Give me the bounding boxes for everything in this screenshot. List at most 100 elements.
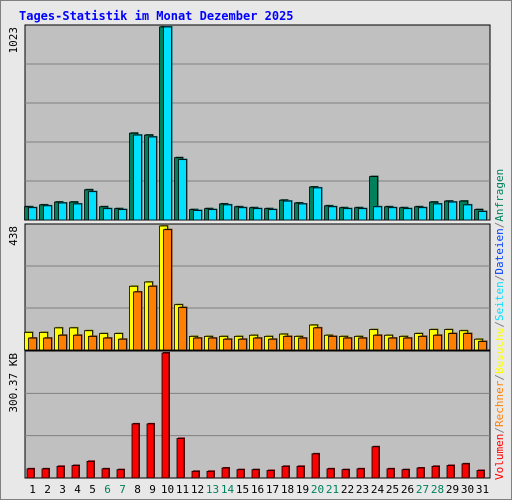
bar-seiten-day-12 (193, 210, 202, 221)
bar-rechner-day-15 (238, 338, 247, 351)
legend-dateien: Dateien (493, 228, 506, 274)
bar-volumen-day-30 (461, 463, 470, 479)
bar-volumen-day-12 (191, 470, 200, 479)
bar-seiten-day-21 (328, 206, 337, 221)
x-tick-label: 14 (221, 483, 235, 496)
bar-volumen-day-20 (311, 453, 320, 479)
bar-seiten-day-29 (448, 201, 457, 221)
y-axis-max-label: 438 (7, 226, 20, 246)
x-tick-label: 19 (296, 483, 309, 496)
bar-seiten-day-18 (283, 200, 292, 221)
bar-volumen-day-21 (326, 468, 335, 479)
bar-rechner-day-13 (208, 337, 217, 351)
bar-seiten-day-25 (388, 207, 397, 221)
bar-volumen-day-22 (341, 469, 350, 479)
bar-seiten-day-6 (103, 208, 112, 221)
bar-rechner-day-20 (313, 327, 322, 351)
bar-seiten-day-2 (43, 205, 52, 221)
bar-volumen-day-3 (56, 465, 65, 479)
chart-title: Tages-Statistik im Monat Dezember 2025 (19, 9, 294, 23)
x-tick-label: 22 (341, 483, 354, 496)
y-axis-max-label: 1023 (7, 27, 20, 54)
bar-rechner-day-25 (388, 337, 397, 351)
bar-volumen-day-16 (251, 469, 260, 479)
bar-volumen-day-31 (476, 470, 485, 479)
x-tick-label: 25 (386, 483, 399, 496)
bar-volumen-day-28 (431, 465, 440, 479)
bar-volumen-day-13 (206, 470, 215, 479)
bar-seiten-day-31 (478, 211, 487, 221)
x-tick-label: 21 (326, 483, 339, 496)
bar-rechner-day-6 (103, 337, 112, 351)
bar-volumen-day-5 (86, 460, 95, 479)
legend-separator: / (493, 427, 506, 434)
bar-volumen-day-17 (266, 470, 275, 479)
x-tick-label: 13 (206, 483, 219, 496)
x-tick-label: 31 (476, 483, 489, 496)
bar-rechner-day-10 (163, 229, 172, 351)
x-tick-label: 23 (356, 483, 369, 496)
bar-volumen-day-10 (161, 352, 170, 479)
bar-seiten-day-17 (268, 209, 277, 221)
plot-area-visits (24, 223, 491, 351)
legend-anfragen: Anfragen (493, 169, 506, 222)
bar-seiten-day-15 (238, 207, 247, 221)
bar-rechner-day-7 (118, 338, 127, 351)
bar-rechner-day-19 (298, 337, 307, 351)
bar-volumen-day-15 (236, 469, 245, 479)
bar-seiten-day-11 (178, 159, 187, 221)
bar-rechner-day-22 (343, 337, 352, 351)
bar-rechner-day-11 (178, 307, 187, 351)
bar-rechner-day-24 (373, 334, 382, 351)
legend-rechner: Rechner (493, 380, 506, 427)
x-tick-label: 28 (431, 483, 444, 496)
bar-volumen-day-19 (296, 465, 305, 479)
x-tick-label: 6 (104, 483, 111, 496)
plot-area-volume (24, 350, 491, 479)
x-tick-label: 30 (461, 483, 474, 496)
bar-volumen-day-9 (146, 423, 155, 479)
x-tick-label: 8 (134, 483, 141, 496)
legend-separator: / (493, 374, 506, 381)
bar-rechner-day-8 (133, 291, 142, 351)
bar-rechner-day-3 (58, 334, 67, 351)
bar-seiten-day-26 (403, 208, 412, 221)
bar-seiten-day-30 (463, 204, 472, 221)
bar-rechner-day-30 (463, 333, 472, 351)
bar-volumen-day-7 (116, 469, 125, 479)
bar-seiten-day-24 (373, 206, 382, 221)
bar-rechner-day-5 (88, 336, 97, 351)
bar-seiten-day-4 (73, 203, 82, 221)
bar-seiten-day-28 (433, 203, 442, 221)
x-tick-label: 27 (416, 483, 429, 496)
bar-seiten-day-8 (133, 134, 142, 221)
bar-rechner-day-1 (28, 337, 37, 351)
x-tick-label: 26 (401, 483, 414, 496)
bar-volumen-day-4 (71, 465, 80, 479)
bar-rechner-day-29 (448, 333, 457, 351)
bar-volumen-day-1 (26, 468, 35, 479)
x-tick-label: 7 (119, 483, 126, 496)
x-tick-label: 12 (191, 483, 204, 496)
x-tick-label: 11 (176, 483, 189, 496)
bar-volumen-day-24 (371, 446, 380, 479)
x-tick-label: 24 (371, 483, 385, 496)
bar-volumen-day-27 (416, 467, 425, 479)
y-axis-max-label: 300.37 KB (7, 353, 20, 413)
bar-rechner-day-14 (223, 338, 232, 351)
bar-seiten-day-27 (418, 207, 427, 221)
bar-seiten-day-20 (313, 187, 322, 221)
x-tick-label: 3 (59, 483, 66, 496)
bar-rechner-day-23 (358, 337, 367, 351)
legend-besuche: Besuche (493, 328, 506, 374)
bar-seiten-day-9 (148, 136, 157, 221)
bar-rechner-day-2 (43, 337, 52, 351)
legend-seiten: Seiten (493, 281, 506, 321)
x-tick-label: 17 (266, 483, 279, 496)
x-tick-label: 2 (44, 483, 51, 496)
bar-volumen-day-25 (386, 468, 395, 479)
bar-volumen-day-14 (221, 467, 230, 479)
x-tick-label: 29 (446, 483, 459, 496)
bar-volumen-day-26 (401, 469, 410, 479)
